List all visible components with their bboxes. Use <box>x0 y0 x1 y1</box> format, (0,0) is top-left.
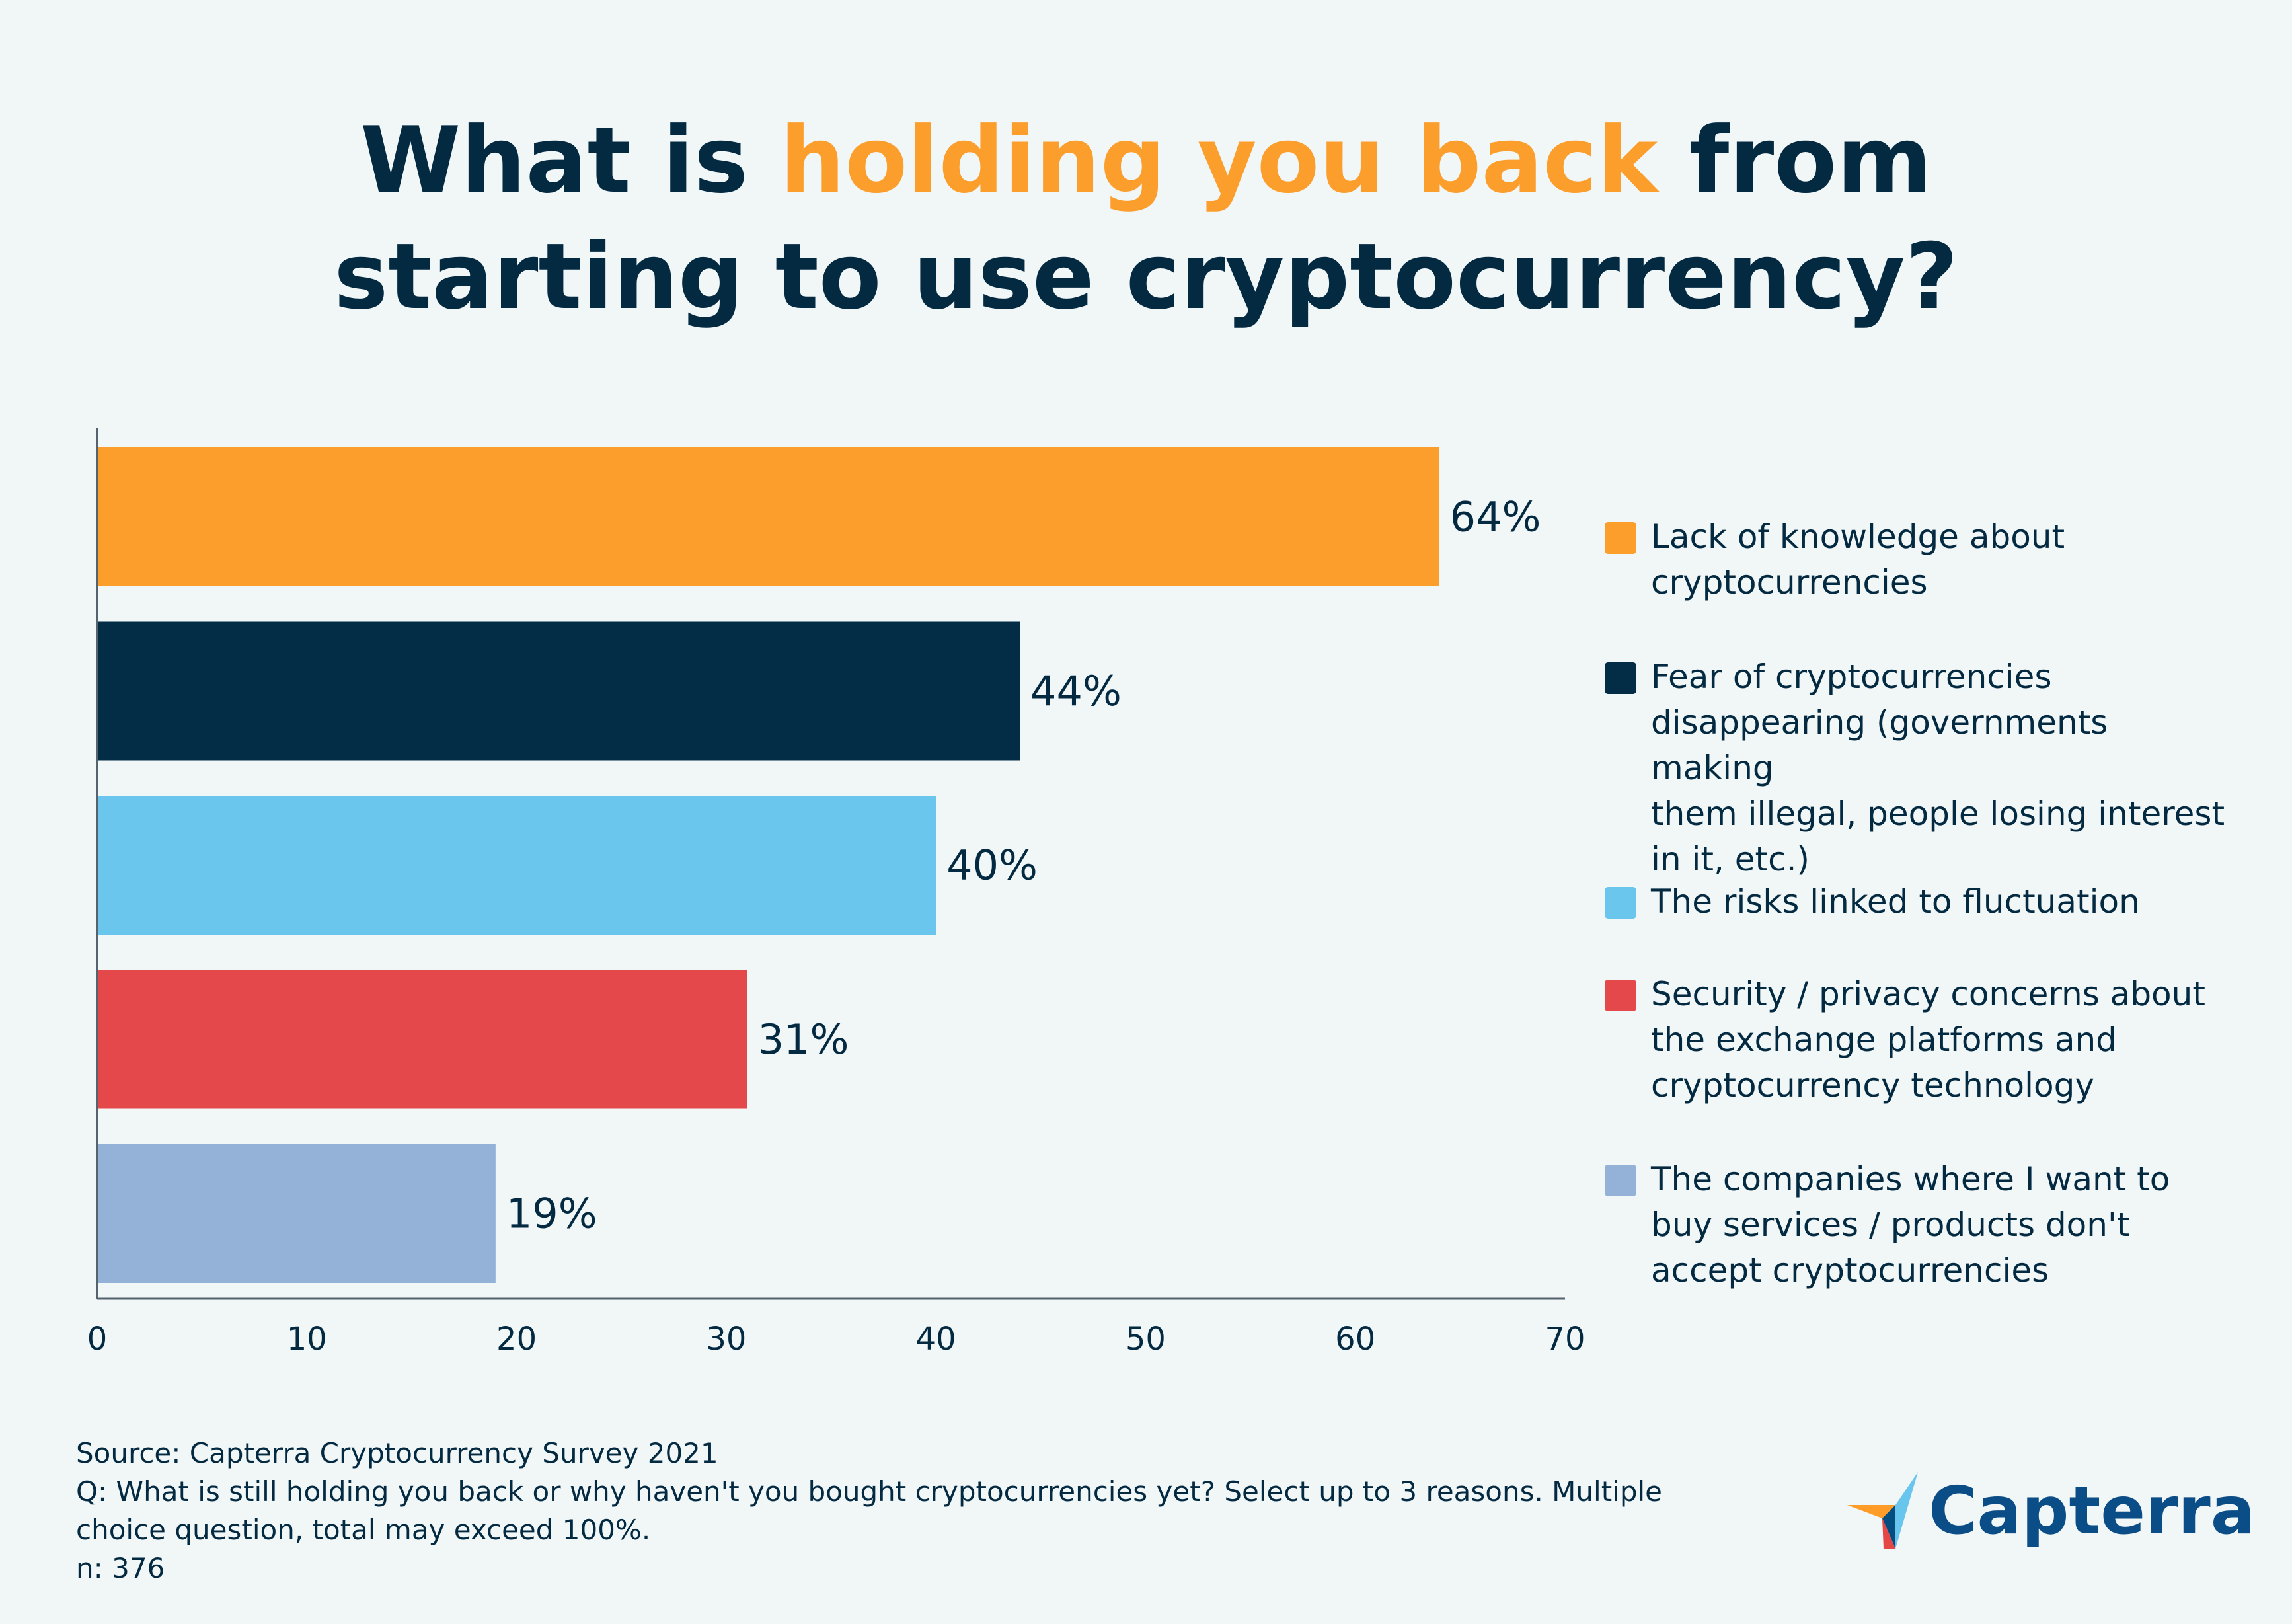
bar-chart: 64% 44% 40% 31% 19% 0 10 20 30 40 50 60 70 <box>87 428 1585 1358</box>
sample-size: n: 376 <box>76 1552 165 1584</box>
legend-swatch-4 <box>1605 980 1636 1011</box>
legend-swatch-3 <box>1605 887 1636 919</box>
title-line2: starting to use cryptocurrency? <box>334 223 1958 330</box>
legend-swatch-2 <box>1605 662 1636 694</box>
bar-1 <box>98 447 1439 586</box>
x-tick-label-10: 10 <box>287 1321 327 1358</box>
legend-label-2: Fear of cryptocurrencies disappearing (g… <box>1651 658 2225 878</box>
x-tick-label-70: 70 <box>1545 1321 1585 1358</box>
bar-value-label-5: 19% <box>506 1190 597 1238</box>
legend-swatch-5 <box>1605 1165 1636 1196</box>
bar-value-label-2: 44% <box>1030 667 1122 715</box>
legend-item-1: Lack of knowledge about cryptocurrencies <box>1605 514 2239 605</box>
bar-value-label-1: 64% <box>1450 493 1541 541</box>
bar-value-label-3: 40% <box>946 841 1038 890</box>
capterra-arrow-icon <box>1847 1472 1918 1549</box>
legend-item-4: Security / privacy concerns about the ex… <box>1605 972 2239 1108</box>
legend-label-3: The risks linked to fluctuation <box>1651 882 2140 921</box>
question-note-line1: Q: What is still holding you back or why… <box>76 1475 1663 1508</box>
footer: Source: Capterra Cryptocurrency Survey 2… <box>76 1434 1748 1588</box>
x-tick-label-30: 30 <box>706 1321 746 1358</box>
source-note: Source: Capterra Cryptocurrency Survey 2… <box>76 1437 718 1469</box>
x-tick-label-60: 60 <box>1335 1321 1375 1358</box>
legend-item-2: Fear of cryptocurrencies disappearing (g… <box>1605 654 2239 882</box>
logo-text: Capterra <box>1929 1471 2256 1549</box>
legend-label-4: Security / privacy concerns about the ex… <box>1651 975 2205 1104</box>
legend-item-3: The risks linked to fluctuation <box>1605 879 2239 925</box>
legend-item-5: The companies where I want to buy servic… <box>1605 1157 2239 1294</box>
x-tick-label-20: 20 <box>496 1321 537 1358</box>
x-tick-label-0: 0 <box>87 1321 108 1358</box>
legend-swatch-1 <box>1605 522 1636 554</box>
question-note-line2: choice question, total may exceed 100%. <box>76 1514 651 1546</box>
legend-label-1: Lack of knowledge about cryptocurrencies <box>1651 518 2065 601</box>
chart-title: What is holding you back from starting t… <box>0 102 2292 335</box>
title-part2: from <box>1658 107 1932 213</box>
title-part1: What is <box>360 107 781 213</box>
capterra-logo: Capterra <box>1844 1471 2255 1550</box>
bar-5 <box>98 1144 496 1283</box>
bar-2 <box>98 621 1020 761</box>
legend-label-5: The companies where I want to buy servic… <box>1651 1160 2170 1290</box>
bar-value-label-4: 31% <box>758 1015 849 1063</box>
x-tick-label-50: 50 <box>1126 1321 1166 1358</box>
bar-4 <box>98 970 747 1109</box>
x-tick-label-40: 40 <box>916 1321 956 1358</box>
title-highlight: holding you back <box>780 107 1658 213</box>
bar-3 <box>98 796 936 935</box>
